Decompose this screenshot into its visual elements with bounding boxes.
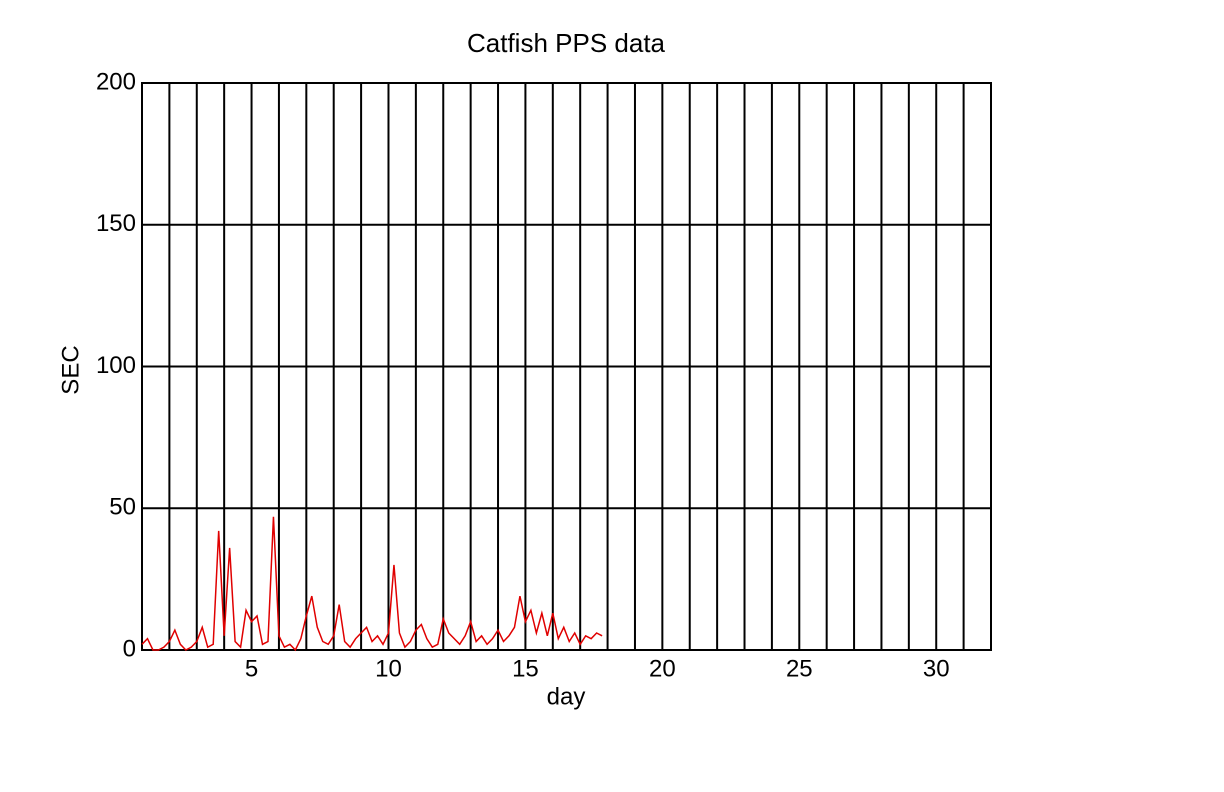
x-axis-label: day — [547, 683, 586, 710]
x-tick-label: 10 — [375, 655, 402, 682]
y-tick-label: 50 — [109, 494, 136, 521]
y-tick-label: 0 — [123, 635, 136, 662]
plot-frame — [141, 82, 992, 651]
x-tick-label: 25 — [786, 655, 813, 682]
y-axis-label: SEC — [57, 345, 84, 394]
x-tick-label: 15 — [512, 655, 539, 682]
x-tick-label: 20 — [649, 655, 676, 682]
chart-title: Catfish PPS data — [467, 28, 666, 58]
y-tick-label: 150 — [96, 210, 136, 237]
y-tick-label: 100 — [96, 352, 136, 379]
x-tick-label: 5 — [245, 655, 258, 682]
x-tick-label: 30 — [923, 655, 950, 682]
y-tick-label: 200 — [96, 68, 136, 95]
data-line — [141, 516, 603, 652]
